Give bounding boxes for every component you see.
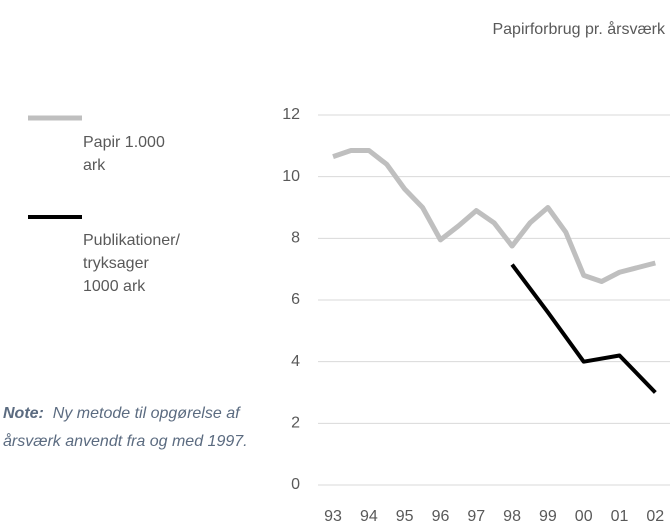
y-tick-label: 12 xyxy=(282,106,300,123)
x-tick-label: 99 xyxy=(539,508,557,525)
y-tick-label: 6 xyxy=(291,291,300,308)
y-tick-label: 8 xyxy=(291,230,300,247)
y-tick-label: 4 xyxy=(291,353,300,370)
x-tick-label: 96 xyxy=(432,508,450,525)
y-tick-label: 10 xyxy=(282,168,300,185)
chart-title: Papirforbrug pr. årsværk xyxy=(492,20,666,38)
y-tick-label: 2 xyxy=(291,415,300,432)
x-tick-label: 01 xyxy=(611,508,629,525)
legend-label: Papir 1.000 ark xyxy=(83,134,165,174)
data-line xyxy=(510,263,657,394)
y-tick-label: 0 xyxy=(291,476,300,493)
note-label: Note: xyxy=(3,405,44,422)
x-tick-label: 95 xyxy=(396,508,414,525)
x-tick-label: 98 xyxy=(503,508,521,525)
note-text: Ny metode til opgørelse af årsværk anven… xyxy=(3,405,248,450)
legend-label: Publikationer/ tryksager 1000 ark xyxy=(83,232,180,295)
x-tick-label: 00 xyxy=(575,508,593,525)
x-tick-label: 97 xyxy=(467,508,485,525)
x-tick-label: 94 xyxy=(360,508,378,525)
x-tick-label: 02 xyxy=(646,508,664,525)
x-tick-label: 93 xyxy=(324,508,342,525)
data-line xyxy=(332,147,656,284)
note: Note: Ny metode til opgørelse af årsværk… xyxy=(3,400,265,456)
